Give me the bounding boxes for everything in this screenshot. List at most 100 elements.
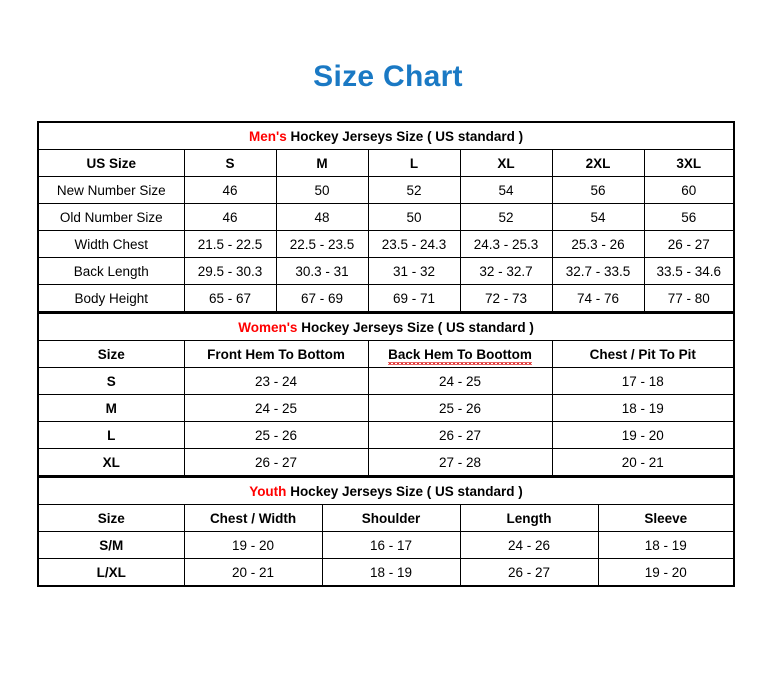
mens-cell-0-5: 60	[643, 176, 735, 204]
mens-col-head-3: L	[367, 149, 461, 177]
womens-section-header: Women's Hockey Jerseys Size ( US standar…	[37, 313, 735, 341]
womens-heading-rest: Hockey Jerseys Size ( US standard )	[297, 319, 534, 335]
womens-cell-2-2: 19 - 20	[551, 421, 735, 449]
youth-cell-0-0: 19 - 20	[183, 531, 323, 559]
womens-section-header-row: Women's Hockey Jerseys Size ( US standar…	[37, 313, 735, 341]
mens-cell-1-2: 50	[367, 203, 461, 231]
youth-cell-1-3: 19 - 20	[597, 558, 735, 587]
table-row: L 25 - 26 26 - 27 19 - 20	[37, 421, 735, 449]
mens-accent-word: Men's	[249, 128, 287, 144]
mens-cell-2-2: 23.5 - 24.3	[367, 230, 461, 258]
mens-cell-0-2: 52	[367, 176, 461, 204]
youth-col-head-2: Shoulder	[321, 504, 461, 532]
table-row: L/XL 20 - 21 18 - 19 26 - 27 19 - 20	[37, 558, 735, 587]
youth-cell-1-1: 18 - 19	[321, 558, 461, 587]
womens-row-label-2: L	[37, 421, 185, 449]
youth-cell-0-3: 18 - 19	[597, 531, 735, 559]
mens-col-head-6: 3XL	[643, 149, 735, 177]
mens-cell-3-3: 32 - 32.7	[459, 257, 553, 285]
youth-col-head-3: Length	[459, 504, 599, 532]
womens-cell-3-2: 20 - 21	[551, 448, 735, 477]
womens-cell-0-0: 23 - 24	[183, 367, 369, 395]
youth-row-label-0: S/M	[37, 531, 185, 559]
mens-cell-4-0: 65 - 67	[183, 284, 277, 313]
youth-col-head-4: Sleeve	[597, 504, 735, 532]
mens-row-label-0: New Number Size	[37, 176, 185, 204]
womens-cell-2-1: 26 - 27	[367, 421, 553, 449]
womens-col-head-1: Front Hem To Bottom	[183, 340, 369, 368]
womens-row-label-0: S	[37, 367, 185, 395]
womens-cell-3-1: 27 - 28	[367, 448, 553, 477]
size-chart-tables: Men's Hockey Jerseys Size ( US standard …	[37, 121, 736, 587]
mens-row-label-2: Width Chest	[37, 230, 185, 258]
table-row: Back Length 29.5 - 30.3 30.3 - 31 31 - 3…	[37, 257, 735, 285]
youth-row-label-1: L/XL	[37, 558, 185, 587]
mens-col-head-0: US Size	[37, 149, 185, 177]
table-row: Body Height 65 - 67 67 - 69 69 - 71 72 -…	[37, 284, 735, 313]
table-row: Width Chest 21.5 - 22.5 22.5 - 23.5 23.5…	[37, 230, 735, 258]
youth-cell-1-2: 26 - 27	[459, 558, 599, 587]
mens-section-header-row: Men's Hockey Jerseys Size ( US standard …	[37, 121, 735, 150]
mens-cell-4-3: 72 - 73	[459, 284, 553, 313]
womens-col-head-2-label: Back Hem To Boottom	[388, 346, 532, 365]
youth-cell-1-0: 20 - 21	[183, 558, 323, 587]
youth-heading-rest: Hockey Jerseys Size ( US standard )	[286, 483, 523, 499]
mens-cell-1-0: 46	[183, 203, 277, 231]
womens-col-head-2: Back Hem To Boottom	[367, 340, 553, 368]
womens-column-header-row: Size Front Hem To Bottom Back Hem To Boo…	[37, 340, 735, 368]
mens-cell-1-5: 56	[643, 203, 735, 231]
table-row: S 23 - 24 24 - 25 17 - 18	[37, 367, 735, 395]
womens-row-label-3: XL	[37, 448, 185, 477]
womens-cell-2-0: 25 - 26	[183, 421, 369, 449]
mens-cell-4-1: 67 - 69	[275, 284, 369, 313]
mens-cell-0-1: 50	[275, 176, 369, 204]
mens-col-head-5: 2XL	[551, 149, 645, 177]
womens-cell-0-1: 24 - 25	[367, 367, 553, 395]
mens-cell-1-4: 54	[551, 203, 645, 231]
mens-cell-3-0: 29.5 - 30.3	[183, 257, 277, 285]
table-row: M 24 - 25 25 - 26 18 - 19	[37, 394, 735, 422]
mens-cell-3-5: 33.5 - 34.6	[643, 257, 735, 285]
youth-section-header-row: Youth Hockey Jerseys Size ( US standard …	[37, 477, 735, 505]
youth-section-header: Youth Hockey Jerseys Size ( US standard …	[37, 477, 735, 505]
mens-cell-2-3: 24.3 - 25.3	[459, 230, 553, 258]
youth-cell-0-1: 16 - 17	[321, 531, 461, 559]
mens-cell-1-1: 48	[275, 203, 369, 231]
womens-cell-3-0: 26 - 27	[183, 448, 369, 477]
youth-size-table: Youth Hockey Jerseys Size ( US standard …	[37, 477, 735, 587]
mens-row-label-3: Back Length	[37, 257, 185, 285]
youth-accent-word: Youth	[249, 483, 287, 499]
womens-cell-1-1: 25 - 26	[367, 394, 553, 422]
mens-section-header: Men's Hockey Jerseys Size ( US standard …	[37, 121, 735, 150]
mens-cell-2-0: 21.5 - 22.5	[183, 230, 277, 258]
mens-cell-2-5: 26 - 27	[643, 230, 735, 258]
womens-accent-word: Women's	[238, 319, 298, 335]
table-row: New Number Size 46 50 52 54 56 60	[37, 176, 735, 204]
mens-col-head-2: M	[275, 149, 369, 177]
mens-cell-0-4: 56	[551, 176, 645, 204]
mens-cell-3-2: 31 - 32	[367, 257, 461, 285]
table-row: XL 26 - 27 27 - 28 20 - 21	[37, 448, 735, 477]
youth-col-head-1: Chest / Width	[183, 504, 323, 532]
youth-col-head-0: Size	[37, 504, 185, 532]
mens-cell-0-0: 46	[183, 176, 277, 204]
womens-cell-1-0: 24 - 25	[183, 394, 369, 422]
youth-column-header-row: Size Chest / Width Shoulder Length Sleev…	[37, 504, 735, 532]
youth-cell-0-2: 24 - 26	[459, 531, 599, 559]
womens-row-label-1: M	[37, 394, 185, 422]
mens-cell-1-3: 52	[459, 203, 553, 231]
mens-size-table: Men's Hockey Jerseys Size ( US standard …	[37, 121, 736, 313]
page-title: Size Chart	[313, 60, 463, 93]
mens-cell-4-4: 74 - 76	[551, 284, 645, 313]
mens-cell-3-1: 30.3 - 31	[275, 257, 369, 285]
womens-size-table: Women's Hockey Jerseys Size ( US standar…	[37, 313, 736, 477]
table-row: Old Number Size 46 48 50 52 54 56	[37, 203, 735, 231]
womens-col-head-0: Size	[37, 340, 185, 368]
table-row: S/M 19 - 20 16 - 17 24 - 26 18 - 19	[37, 531, 735, 559]
mens-row-label-4: Body Height	[37, 284, 185, 313]
mens-cell-4-2: 69 - 71	[367, 284, 461, 313]
mens-cell-4-5: 77 - 80	[643, 284, 735, 313]
mens-heading-rest: Hockey Jerseys Size ( US standard )	[286, 128, 524, 144]
mens-column-header-row: US Size S M L XL 2XL 3XL	[37, 149, 735, 177]
